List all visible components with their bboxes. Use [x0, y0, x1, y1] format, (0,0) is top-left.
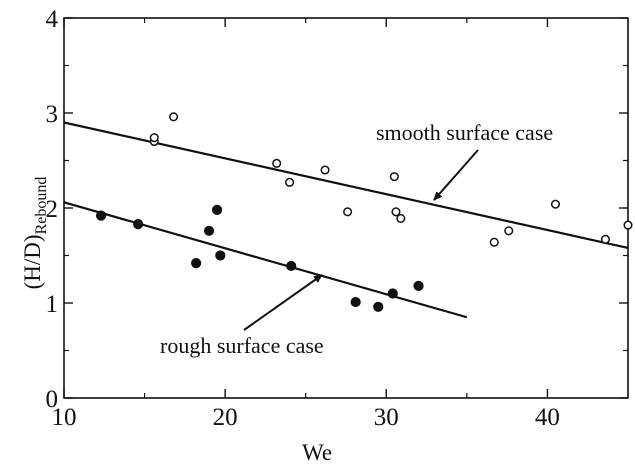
data-point-smooth: [320, 165, 330, 175]
x-tick-label: 40: [535, 404, 560, 431]
data-point-rough: [286, 260, 297, 272]
data-point-rough: [215, 250, 226, 261]
y-tick-label: 1: [46, 291, 59, 318]
y-tick-label: 2: [46, 196, 59, 223]
annotation-smooth-surface-case: smooth surface case: [376, 120, 553, 145]
axis-tick-labels: 10 20 30 40 0 1 2 3 4: [46, 6, 560, 431]
data-point-rough: [373, 301, 384, 312]
data-point-smooth: [489, 237, 499, 247]
data-point-smooth: [600, 234, 610, 244]
x-axis-title: We: [302, 440, 332, 465]
data-point-rough: [95, 210, 107, 221]
y-axis-title-subscript: Rebound: [33, 177, 50, 235]
data-point-rough: [191, 258, 202, 269]
data-point-rough: [350, 296, 361, 308]
x-tick-label: 20: [213, 404, 238, 431]
data-point-smooth: [396, 213, 406, 223]
data-point-smooth: [343, 207, 353, 217]
y-tick-label: 3: [46, 101, 59, 128]
x-tick-label: 10: [52, 404, 77, 431]
data-point-smooth: [285, 177, 295, 187]
data-point-smooth: [391, 207, 401, 217]
data-point-smooth: [149, 133, 159, 143]
y-tick-label: 0: [46, 386, 59, 413]
y-axis-title-group: (H/D)Rebound: [20, 177, 50, 290]
y-axis-title: (H/D)Rebound: [20, 177, 50, 290]
data-point-smooth: [169, 112, 179, 122]
axis-ticks: [63, 17, 628, 399]
data-point-smooth: [504, 226, 514, 236]
x-tick-label: 30: [374, 404, 399, 431]
data-point-rough: [387, 288, 398, 299]
fit-lines: [63, 121, 629, 319]
data-point-smooth: [389, 172, 399, 182]
annotation-rough-surface-case: rough surface case: [160, 333, 324, 358]
data-point-rough: [203, 225, 215, 236]
data-point-smooth: [550, 199, 561, 209]
data-point-smooth: [623, 220, 633, 230]
annotation-arrow-rough: [243, 274, 323, 331]
data-point-smooth: [272, 158, 282, 168]
y-axis-title-main: (H/D): [20, 234, 45, 289]
data-points: [95, 112, 633, 312]
data-point-rough: [211, 204, 223, 215]
data-point-rough: [133, 219, 144, 230]
fit-line-rough: [63, 201, 468, 319]
y-tick-label: 4: [46, 6, 59, 33]
data-point-rough: [413, 280, 424, 291]
annotation-arrow-smooth: [433, 149, 479, 201]
